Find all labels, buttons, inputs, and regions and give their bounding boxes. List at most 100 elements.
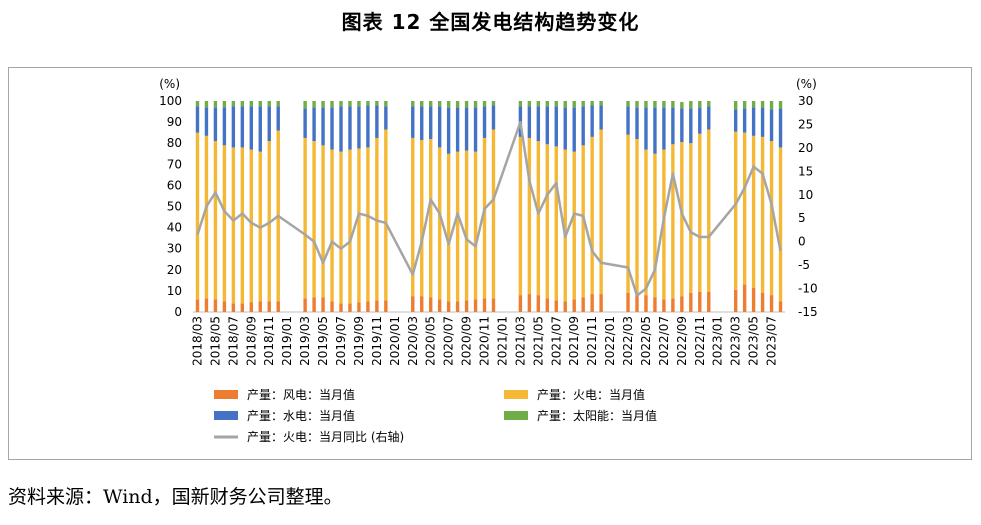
- bar-segment: [751, 287, 756, 312]
- bar-segment: [384, 300, 388, 312]
- bar-segment: [348, 303, 352, 312]
- bar-segment: [321, 107, 325, 146]
- legend-swatch: [504, 411, 528, 420]
- bar-segment: [312, 101, 316, 108]
- bar-segment: [455, 101, 460, 108]
- x-axis-tick-label: 2022/05: [639, 316, 653, 366]
- bar-segment: [420, 296, 424, 312]
- right-axis-tick-label: 5: [798, 211, 806, 225]
- left-axis-tick-label: 60: [167, 178, 182, 192]
- bar-segment: [240, 303, 245, 312]
- chart-frame: [8, 67, 972, 460]
- bar-segment: [760, 107, 765, 137]
- bar-segment: [572, 101, 576, 108]
- bar-segment: [195, 132, 200, 300]
- bar-segment: [653, 107, 657, 154]
- bar-segment: [554, 106, 558, 147]
- bar-segment: [581, 145, 585, 298]
- bar-segment: [482, 101, 487, 107]
- bar-segment: [366, 147, 370, 302]
- legend-label: 产量：火电：当月值: [537, 387, 645, 402]
- right-axis-tick-label: 20: [798, 141, 813, 155]
- bar-segment: [482, 106, 487, 138]
- bar-segment: [366, 105, 370, 148]
- x-axis-tick-label: 2019/01: [280, 316, 294, 366]
- bar-segment: [213, 107, 218, 142]
- bar-segment: [751, 135, 756, 288]
- bar-segment: [733, 109, 738, 132]
- bar-segment: [733, 101, 738, 110]
- bar-segment: [491, 105, 496, 130]
- x-axis-tick-label: 2021/05: [531, 316, 545, 366]
- left-axis-tick-label: 90: [167, 115, 182, 129]
- x-axis-tick-label: 2023/03: [729, 316, 743, 366]
- bar-segment: [312, 107, 316, 142]
- bar-segment: [662, 107, 666, 150]
- x-axis-tick-label: 2022/01: [603, 316, 617, 366]
- x-axis-tick-label: 2022/03: [621, 316, 635, 366]
- x-axis-tick-label: 2022/09: [675, 316, 689, 366]
- bar-segment: [671, 107, 675, 145]
- bar-segment: [375, 101, 379, 106]
- bar-segment: [680, 108, 684, 143]
- bar-segment: [464, 107, 469, 151]
- left-axis-tick-label: 50: [167, 200, 182, 214]
- legend-label: 产量：火电：当月同比 (右轴): [247, 429, 404, 444]
- x-axis-tick-label: 2020/11: [478, 316, 492, 366]
- legend-swatch: [504, 390, 528, 399]
- bar-segment: [464, 300, 469, 312]
- x-axis-tick-label: 2021/09: [567, 316, 581, 366]
- bar-segment: [707, 291, 711, 312]
- bar-segment: [348, 101, 352, 107]
- bar-segment: [240, 106, 245, 148]
- bar-segment: [258, 101, 262, 107]
- bar-segment: [384, 106, 388, 130]
- bar-segment: [195, 106, 200, 133]
- bar-segment: [411, 296, 415, 312]
- bar-segment: [303, 298, 307, 312]
- bar-segment: [760, 293, 765, 312]
- right-axis-tick-label: 15: [798, 164, 813, 178]
- bar-segment: [446, 301, 451, 312]
- bar-segment: [375, 105, 379, 138]
- bar-segment: [563, 101, 567, 108]
- bar-segment: [213, 101, 218, 108]
- left-axis-tick-label: 10: [167, 284, 182, 298]
- x-axis-tick-label: 2019/11: [370, 316, 384, 366]
- bar-segment: [464, 150, 469, 301]
- bar-segment: [464, 101, 469, 108]
- bar-segment: [689, 143, 693, 294]
- bar-segment: [751, 107, 756, 136]
- x-axis-tick-label: 2020/09: [460, 316, 474, 366]
- bar-segment: [554, 300, 558, 312]
- bar-segment: [258, 106, 262, 152]
- bar-segment: [662, 101, 666, 108]
- left-axis-tick-label: 100: [159, 94, 182, 108]
- x-axis-tick-label: 2021/11: [585, 316, 599, 366]
- bar-segment: [429, 138, 433, 298]
- bar-segment: [276, 101, 280, 107]
- bar-segment: [348, 106, 352, 150]
- bar-segment: [581, 297, 585, 312]
- bar-segment: [357, 302, 361, 312]
- bar-segment: [204, 107, 209, 136]
- bar-segment: [321, 297, 325, 312]
- bar-segment: [733, 289, 738, 312]
- bar-segment: [303, 137, 307, 299]
- bar-segment: [572, 299, 576, 312]
- bar-segment: [536, 106, 541, 142]
- bar-segment: [545, 101, 549, 107]
- bar-segment: [599, 105, 603, 130]
- bar-segment: [437, 106, 442, 148]
- bar-segment: [599, 294, 603, 312]
- bar-segment: [437, 299, 442, 312]
- bar-segment: [626, 134, 630, 294]
- bar-segment: [240, 101, 245, 107]
- bar-segment: [249, 101, 253, 107]
- bar-segment: [590, 136, 594, 295]
- bar-segment: [644, 295, 648, 312]
- bar-segment: [563, 149, 567, 302]
- bar-segment: [733, 131, 738, 290]
- bar-segment: [635, 293, 639, 312]
